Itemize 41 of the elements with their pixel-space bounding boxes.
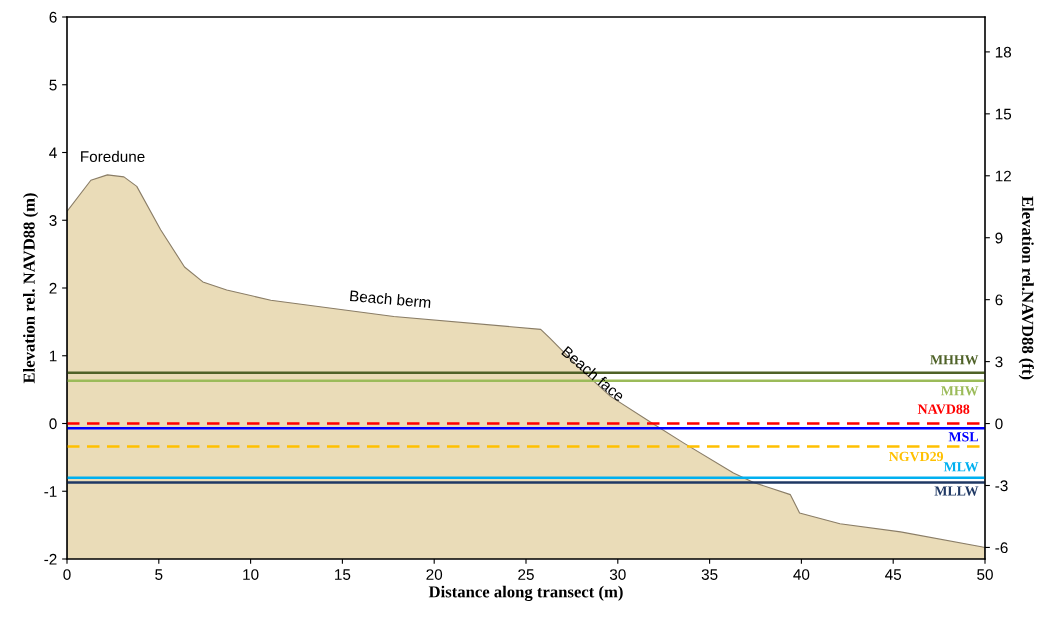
- x-tick-label: 45: [885, 569, 902, 580]
- ref-line-label: MLLW: [934, 486, 979, 496]
- y2-tick-label: -6: [995, 542, 1008, 554]
- x-tick-label: 20: [426, 569, 443, 580]
- y2-tick-label: 18: [995, 46, 1012, 58]
- y2-tick-label: 0: [995, 418, 1003, 430]
- x-tick-label: 10: [243, 569, 259, 580]
- annotation: Foredune: [81, 150, 145, 163]
- x-tick-label: 15: [335, 569, 351, 580]
- y-tick-label: 2: [49, 282, 57, 294]
- y-tick-label: 5: [49, 79, 57, 91]
- y-tick-label: 1: [49, 350, 57, 362]
- ref-line-label: NGVD29: [889, 451, 944, 462]
- y2-tick-label: 9: [995, 232, 1003, 244]
- ref-line-label: NAVD88: [917, 404, 970, 414]
- ref-line-label: MSL: [948, 432, 978, 442]
- x-tick-label: 0: [63, 569, 71, 580]
- ref-line-label: MHW: [941, 386, 979, 396]
- y-tick-label: 3: [49, 215, 57, 226]
- y2-tick-label: -3: [995, 480, 1008, 492]
- x-tick-label: 50: [977, 569, 993, 580]
- y2-tick-label: 15: [995, 108, 1012, 120]
- y-tick-label: 6: [49, 11, 57, 23]
- y-tick-label: -1: [44, 486, 57, 497]
- y2-tick-label: 6: [995, 294, 1003, 306]
- y-tick-label: 4: [49, 147, 57, 159]
- y-axis-title: Elevation rel. NAVD88 (m): [23, 193, 39, 384]
- y2-tick-label: 12: [995, 170, 1011, 182]
- x-tick-label: 35: [701, 569, 718, 580]
- x-axis-title: Distance along transect (m): [428, 585, 623, 601]
- ref-line-label: MLW: [943, 462, 979, 472]
- y2-axis-title: Elevation rel.NAVD88 (ft): [1018, 196, 1034, 380]
- y-tick-label: -2: [44, 553, 57, 565]
- y-tick-label: 0: [49, 418, 57, 430]
- x-tick-label: 30: [609, 569, 626, 580]
- y2-tick-label: 3: [995, 356, 1003, 368]
- annotation: Beach berm: [350, 289, 431, 309]
- x-tick-label: 5: [155, 569, 163, 580]
- x-tick-label: 25: [518, 569, 534, 580]
- x-tick-label: 40: [793, 569, 810, 580]
- ref-line-label: MHHW: [930, 355, 979, 365]
